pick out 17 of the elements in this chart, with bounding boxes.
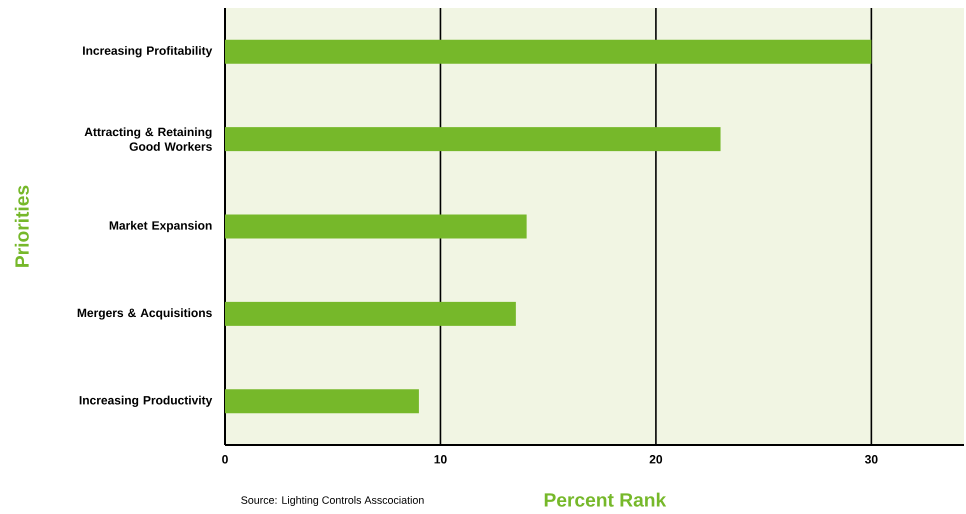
x-tick-label: 10 — [434, 455, 447, 464]
y-axis-title: Priorities — [14, 186, 29, 267]
bar — [225, 127, 721, 152]
y-tick-label: Market Expansion — [110, 220, 212, 232]
y-tick-label: Attracting & Retaining Good Workers — [84, 127, 212, 151]
bar — [225, 214, 527, 238]
bar — [225, 40, 872, 64]
y-tick-label: Increasing Productivity — [80, 396, 212, 407]
x-tick-label: 30 — [864, 455, 878, 464]
y-tick-label: Mergers & Acquisitions — [78, 308, 212, 320]
source-note: Source: Lighting Controls Asscociation — [241, 496, 424, 506]
y-tick-label: Increasing Profitability — [83, 46, 212, 58]
x-axis-title: Percent Rank — [544, 492, 666, 507]
bar — [225, 302, 516, 326]
x-tick-label: 0 — [222, 455, 228, 464]
x-tick-label: 20 — [650, 455, 662, 464]
bar — [225, 389, 419, 414]
